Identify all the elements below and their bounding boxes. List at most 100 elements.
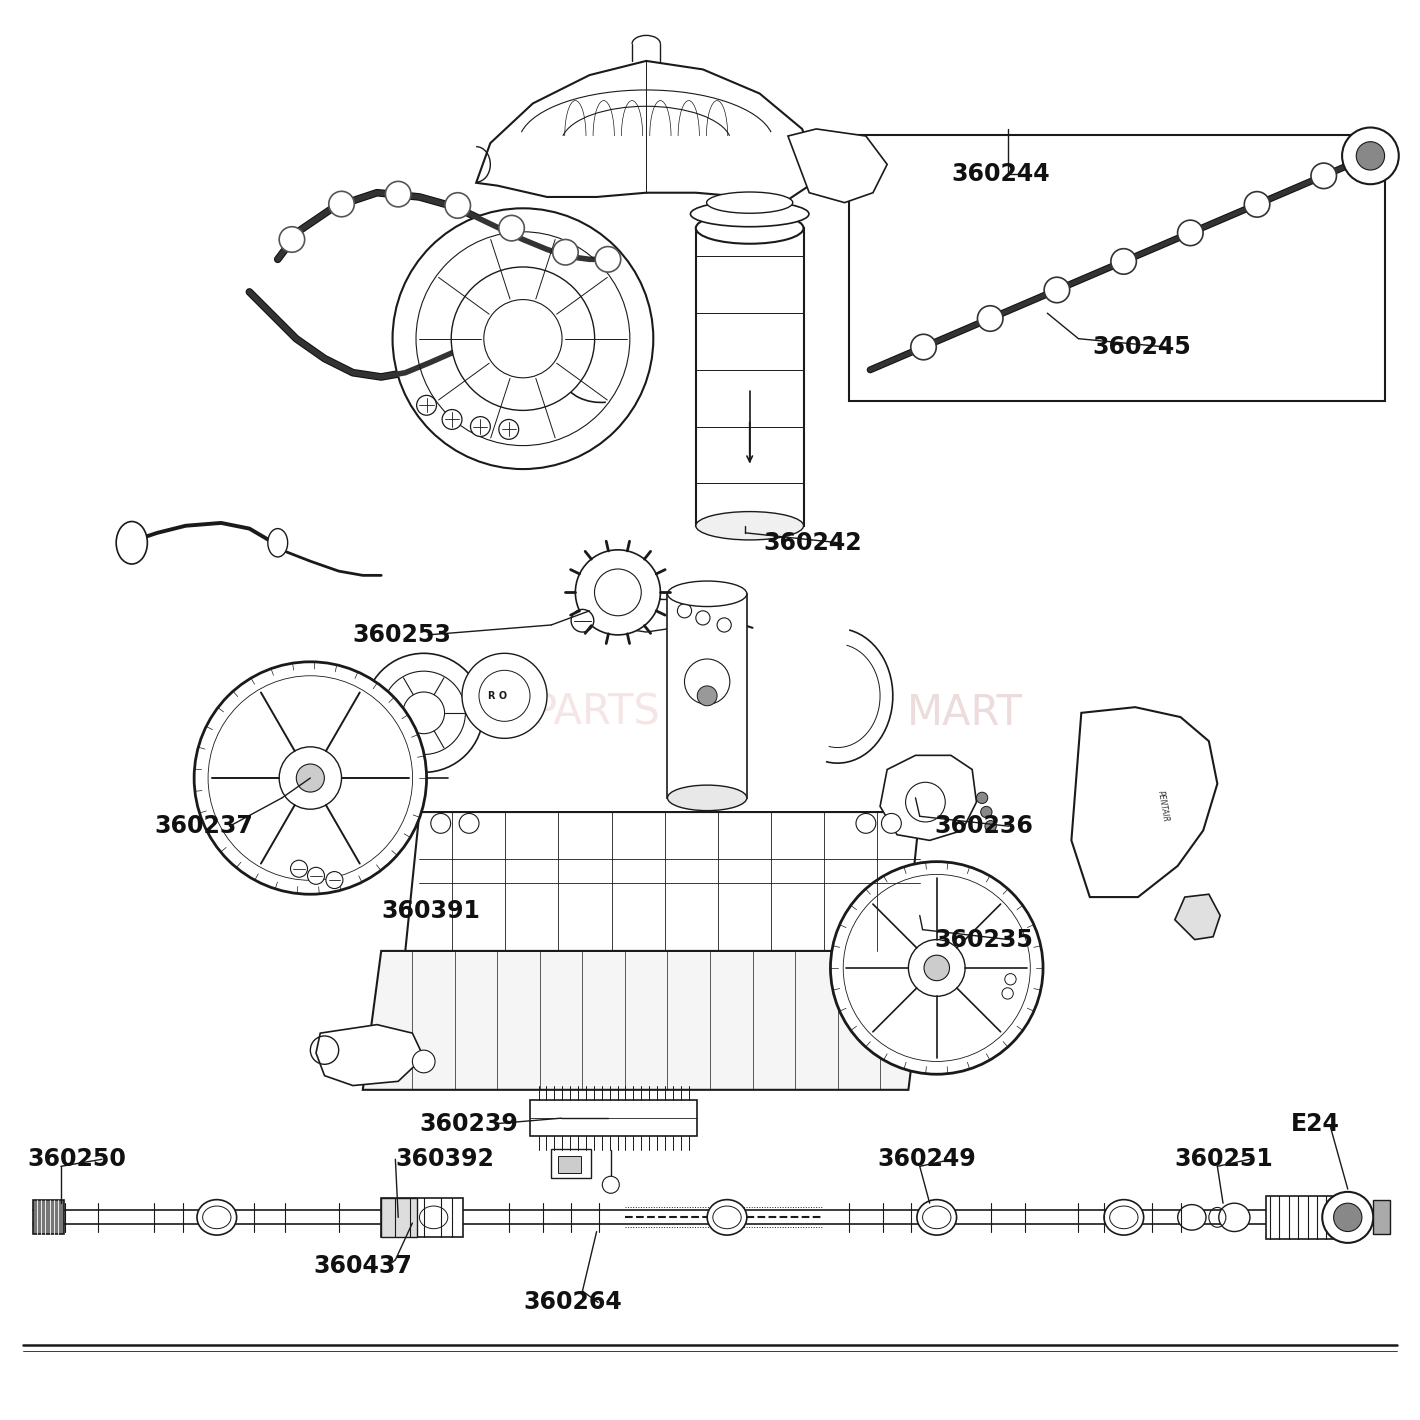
Circle shape [882, 814, 902, 834]
Ellipse shape [413, 1200, 453, 1235]
Text: 360239: 360239 [419, 1112, 518, 1136]
Text: 360250: 360250 [27, 1147, 126, 1172]
Circle shape [1177, 220, 1203, 246]
Circle shape [444, 193, 470, 219]
Ellipse shape [917, 1200, 957, 1235]
Polygon shape [405, 812, 920, 951]
Bar [551, 1149, 591, 1177]
Circle shape [1333, 1203, 1362, 1231]
Circle shape [985, 821, 997, 832]
Circle shape [977, 792, 988, 804]
Circle shape [280, 227, 305, 253]
Text: 360253: 360253 [352, 623, 452, 648]
Text: 360245: 360245 [1092, 335, 1191, 359]
Circle shape [910, 334, 936, 359]
Polygon shape [788, 129, 888, 203]
Circle shape [1244, 192, 1269, 217]
Circle shape [571, 609, 594, 632]
Circle shape [364, 653, 483, 772]
Bar [1265, 1196, 1333, 1238]
Text: 360249: 360249 [878, 1147, 976, 1172]
Circle shape [498, 216, 524, 241]
Circle shape [977, 305, 1003, 331]
Ellipse shape [696, 511, 804, 540]
Text: 360391: 360391 [381, 899, 480, 923]
Circle shape [297, 764, 324, 792]
Circle shape [452, 267, 595, 410]
Circle shape [412, 1051, 435, 1072]
Ellipse shape [116, 521, 148, 564]
Circle shape [1003, 988, 1014, 1000]
Circle shape [1005, 974, 1017, 985]
Text: PENTAIR: PENTAIR [1156, 790, 1170, 822]
Ellipse shape [1218, 1203, 1250, 1231]
Circle shape [602, 1176, 619, 1193]
Circle shape [575, 550, 660, 635]
Circle shape [924, 956, 950, 981]
Bar [696, 229, 804, 525]
Circle shape [498, 419, 518, 439]
Circle shape [470, 416, 490, 436]
Polygon shape [1174, 895, 1220, 940]
Circle shape [430, 814, 450, 834]
Ellipse shape [690, 202, 809, 227]
Circle shape [1356, 142, 1384, 170]
Circle shape [327, 872, 344, 889]
Text: 360237: 360237 [155, 814, 253, 838]
Circle shape [677, 604, 692, 618]
Ellipse shape [667, 785, 747, 811]
Polygon shape [880, 755, 977, 841]
Polygon shape [476, 61, 816, 200]
Text: 360235: 360235 [934, 927, 1032, 951]
Ellipse shape [707, 192, 792, 213]
Circle shape [1044, 277, 1069, 302]
Text: 360244: 360244 [951, 162, 1049, 186]
Bar [558, 1156, 581, 1173]
Text: MART: MART [907, 692, 1022, 734]
Ellipse shape [268, 528, 288, 557]
Bar [33, 1200, 64, 1234]
Ellipse shape [667, 581, 747, 606]
Bar [381, 1197, 416, 1237]
Text: PARTS: PARTS [532, 692, 662, 734]
Bar [530, 1100, 697, 1136]
Polygon shape [362, 951, 926, 1089]
Circle shape [442, 409, 462, 429]
Ellipse shape [1103, 1200, 1143, 1235]
Circle shape [195, 662, 426, 895]
Circle shape [831, 862, 1044, 1074]
Text: 360242: 360242 [764, 531, 862, 555]
Circle shape [1342, 128, 1399, 185]
Circle shape [697, 686, 717, 706]
Circle shape [280, 747, 342, 809]
Circle shape [696, 611, 710, 625]
Circle shape [595, 247, 621, 273]
Circle shape [1311, 163, 1336, 189]
Circle shape [909, 940, 966, 997]
Circle shape [717, 618, 731, 632]
Circle shape [416, 395, 436, 415]
Circle shape [392, 209, 653, 469]
Circle shape [1110, 248, 1136, 274]
Circle shape [291, 861, 308, 878]
Bar [381, 1197, 463, 1237]
Circle shape [981, 807, 993, 818]
Polygon shape [317, 1025, 423, 1085]
Text: R O: R O [488, 690, 507, 701]
Circle shape [308, 868, 325, 885]
Ellipse shape [707, 1200, 747, 1235]
Bar [849, 135, 1384, 400]
Text: E24: E24 [1291, 1112, 1340, 1136]
Text: 360437: 360437 [314, 1254, 412, 1278]
Bar [1373, 1200, 1390, 1234]
Circle shape [462, 653, 547, 738]
Ellipse shape [197, 1200, 237, 1235]
Ellipse shape [1177, 1204, 1206, 1230]
Circle shape [459, 814, 479, 834]
Circle shape [385, 182, 410, 207]
Text: 360392: 360392 [395, 1147, 494, 1172]
Text: 360236: 360236 [934, 814, 1032, 838]
Ellipse shape [696, 213, 804, 244]
Polygon shape [596, 599, 689, 632]
Text: 360264: 360264 [523, 1291, 622, 1315]
